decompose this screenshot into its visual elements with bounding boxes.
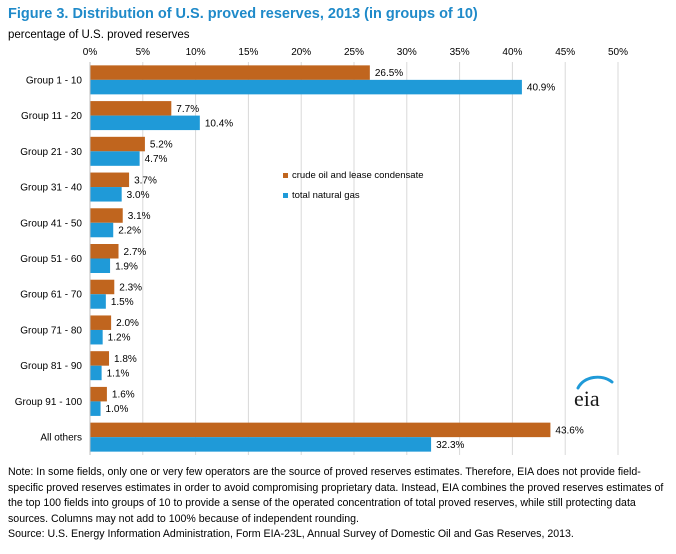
x-tick-label: 5% <box>136 47 151 58</box>
category-label: All others <box>40 433 82 444</box>
eia-logo: eia <box>574 375 614 411</box>
category-label: Group 91 - 100 <box>15 397 83 408</box>
data-label-oil: 43.6% <box>555 425 583 436</box>
data-label-oil: 2.0% <box>116 318 139 329</box>
category-label: Group 1 - 10 <box>26 75 83 86</box>
category-label: Group 51 - 60 <box>20 254 82 265</box>
bar-gas <box>90 115 200 131</box>
bar-gas <box>90 222 114 238</box>
data-label-oil: 3.7% <box>134 175 157 186</box>
bar-gas <box>90 365 102 381</box>
bar-gas <box>90 151 140 166</box>
bar-oil <box>90 351 110 366</box>
bar-gas <box>90 294 106 309</box>
logo-text: eia <box>574 386 600 411</box>
data-label-oil: 5.2% <box>150 140 173 151</box>
x-tick-label: 50% <box>608 47 628 58</box>
bar-gas <box>90 401 101 416</box>
category-label: Group 31 - 40 <box>20 183 82 194</box>
x-tick-label: 20% <box>291 47 311 58</box>
category-labels: Group 1 - 10 Group 11 - 20 Group 21 - 30 Gr… <box>15 75 83 443</box>
bar-oil <box>90 386 107 402</box>
x-tick-label: 45% <box>555 47 575 58</box>
bar-oil <box>90 101 172 116</box>
legend-item-gas: total natural gas <box>283 185 424 205</box>
x-tick-label: 0% <box>83 47 98 58</box>
legend-label-oil: crude oil and lease condensate <box>292 169 424 181</box>
data-label-oil: 7.7% <box>176 104 199 115</box>
legend-item-oil: crude oil and lease condensate <box>283 165 424 185</box>
category-label: Group 41 - 50 <box>20 218 82 229</box>
data-label-gas: 1.0% <box>106 404 129 415</box>
bar-oil <box>90 315 112 330</box>
bar-gas <box>90 79 522 95</box>
x-tick-label: 15% <box>238 47 258 58</box>
legend-swatch-oil <box>283 172 288 178</box>
data-label-oil: 26.5% <box>375 68 403 79</box>
data-label-gas: 3.0% <box>127 190 150 201</box>
data-label-gas: 1.2% <box>108 333 131 344</box>
x-tick-label: 40% <box>502 47 522 58</box>
data-label-oil: 1.8% <box>114 354 137 365</box>
axis-unit-label: percentage of U.S. proved reserves <box>8 29 190 41</box>
data-label-gas: 40.9% <box>527 83 555 94</box>
legend-swatch-gas <box>283 192 288 198</box>
category-label: Group 81 - 90 <box>20 361 82 372</box>
bar-oil <box>90 172 130 188</box>
data-label-gas: 2.2% <box>118 226 141 237</box>
data-label-gas: 4.7% <box>145 154 168 165</box>
logo-swoosh <box>576 375 614 390</box>
note-text: Note: In some fields, only one or very f… <box>8 466 664 525</box>
data-label-oil: 2.3% <box>119 282 142 293</box>
data-label-gas: 32.3% <box>436 440 464 451</box>
bar-chart: 0% 5% 10% 15% 20% 25% 30% 35% 40% 45% 50% Group 1 … <box>15 47 628 455</box>
data-labels: 26.5% 40.9% 7.7% 10.4% 5.2% 4.7% 3.7% 3.0% 3.1% 2… <box>106 68 584 451</box>
data-label-gas: 1.5% <box>111 297 134 308</box>
x-tick-label: 30% <box>397 47 417 58</box>
category-label: Group 61 - 70 <box>20 290 82 301</box>
legend: crude oil and lease condensate total nat… <box>283 165 424 205</box>
bar-oil <box>90 208 123 223</box>
data-label-oil: 1.6% <box>112 390 135 401</box>
bar-gas <box>90 329 103 345</box>
bar-gas <box>90 437 432 452</box>
chart-title: Figure 3. Distribution of U.S. proved re… <box>8 6 478 22</box>
bar-gas <box>90 187 122 202</box>
source-text: Source: U.S. Energy Information Administ… <box>8 528 574 541</box>
data-label-oil: 3.1% <box>128 211 151 222</box>
bar-oil <box>90 244 119 259</box>
bar-oil <box>90 65 370 80</box>
data-label-oil: 2.7% <box>124 247 147 258</box>
bar-gas <box>90 258 111 273</box>
bars <box>90 65 551 452</box>
data-label-gas: 10.4% <box>205 118 233 129</box>
category-label: Group 21 - 30 <box>20 147 82 158</box>
bar-oil <box>90 422 551 438</box>
category-label: Group 71 - 80 <box>20 325 82 336</box>
legend-label-gas: total natural gas <box>292 189 360 201</box>
data-label-gas: 1.9% <box>115 261 138 272</box>
bar-oil <box>90 279 115 295</box>
x-tick-label: 25% <box>344 47 364 58</box>
x-tick-label: 35% <box>450 47 470 58</box>
x-tick-label: 10% <box>186 47 206 58</box>
footnote: Note: In some fields, only one or very f… <box>8 465 670 543</box>
category-label: Group 11 - 20 <box>21 111 82 122</box>
data-label-gas: 1.1% <box>107 368 130 379</box>
x-axis-ticks: 0% 5% 10% 15% 20% 25% 30% 35% 40% 45% 50% <box>83 47 628 58</box>
bar-oil <box>90 136 145 152</box>
